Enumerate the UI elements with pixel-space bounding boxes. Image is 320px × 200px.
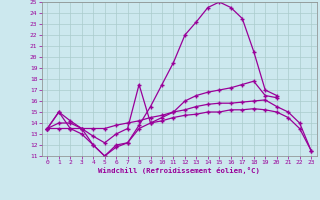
X-axis label: Windchill (Refroidissement éolien,°C): Windchill (Refroidissement éolien,°C) [98, 167, 260, 174]
